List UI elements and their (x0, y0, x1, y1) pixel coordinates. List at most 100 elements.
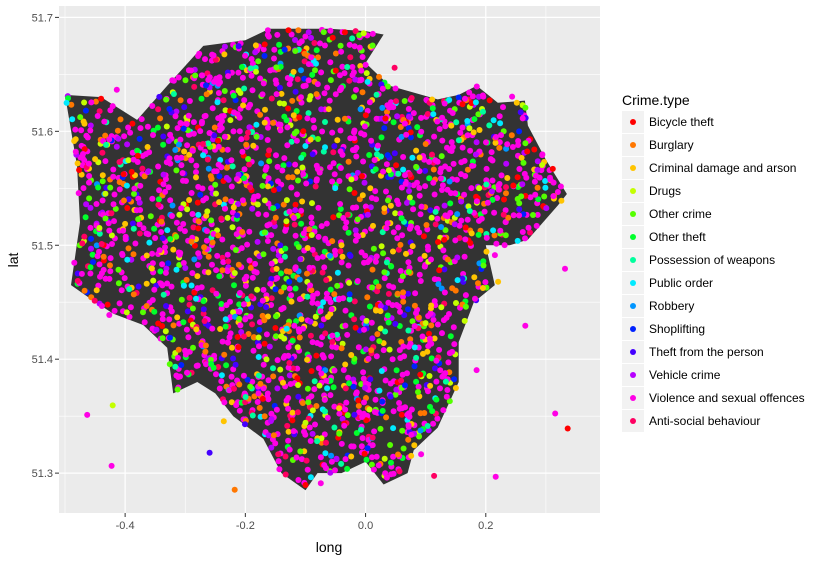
crime-point (209, 105, 216, 112)
crime-point (459, 124, 466, 131)
crime-point (337, 148, 344, 155)
crime-point (351, 316, 358, 323)
crime-point (394, 290, 401, 297)
crime-point (524, 148, 531, 155)
crime-point (227, 117, 234, 124)
crime-point (379, 407, 386, 414)
crime-point (222, 196, 229, 203)
crime-point (257, 380, 264, 387)
crime-point (480, 258, 487, 265)
crime-point (80, 118, 87, 125)
crime-point (363, 456, 370, 463)
crime-point (309, 200, 315, 207)
crime-point (248, 72, 255, 79)
crime-point (342, 385, 349, 392)
crime-point (247, 264, 254, 271)
crime-point (527, 229, 533, 236)
crime-point (466, 208, 473, 214)
crime-point (87, 264, 94, 271)
crime-point (428, 302, 435, 309)
crime-point (205, 269, 212, 276)
crime-point (255, 211, 262, 217)
y-axis-ticks: 51.351.451.551.651.7 (32, 12, 59, 480)
crime-point (330, 160, 337, 167)
legend-key-dot (630, 234, 636, 240)
crime-point (263, 211, 270, 218)
crime-point (176, 141, 182, 148)
crime-point (173, 266, 180, 273)
crime-point (261, 41, 268, 48)
crime-point (383, 414, 390, 421)
crime-point (264, 137, 271, 143)
crime-point (418, 203, 425, 210)
crime-point (372, 396, 379, 403)
crime-point (157, 115, 164, 122)
crime-point (424, 423, 431, 429)
crime-point (345, 374, 352, 381)
crime-point (292, 37, 298, 43)
crime-point (198, 95, 205, 102)
crime-point (227, 330, 234, 337)
crime-point (273, 265, 280, 272)
legend-key-dot (630, 188, 636, 194)
crime-point (286, 268, 293, 275)
crime-point (483, 234, 490, 241)
crime-point (155, 163, 162, 170)
crime-point (336, 430, 343, 437)
crime-point (156, 187, 163, 194)
crime-point (405, 268, 412, 275)
crime-point (82, 107, 89, 114)
crime-point (496, 144, 503, 151)
crime-point (314, 300, 321, 307)
crime-point (349, 35, 356, 42)
crime-point (299, 400, 306, 406)
crime-point (417, 410, 424, 417)
crime-point (172, 363, 179, 370)
crime-point (351, 411, 358, 418)
crime-point (189, 270, 196, 277)
crime-point (235, 87, 242, 94)
crime-point (130, 251, 137, 258)
crime-point (309, 407, 316, 414)
crime-point (356, 44, 363, 51)
crime-point (228, 373, 235, 380)
crime-point (93, 242, 100, 249)
crime-point (316, 382, 323, 389)
crime-point (305, 399, 312, 406)
crime-point (172, 113, 179, 120)
crime-point (263, 304, 270, 311)
crime-point (346, 380, 353, 387)
crime-point (291, 130, 298, 137)
crime-point (434, 215, 441, 222)
crime-point (115, 266, 122, 273)
crime-point (184, 206, 191, 213)
crime-point (436, 346, 443, 353)
y-tick-label: 51.3 (32, 468, 53, 480)
crime-point (455, 94, 462, 101)
crime-point (411, 323, 418, 329)
crime-point (194, 262, 201, 268)
crime-point (102, 190, 109, 197)
crime-point (531, 178, 538, 185)
crime-point (467, 147, 474, 154)
crime-point (364, 211, 371, 218)
crime-point (344, 211, 351, 218)
crime-point (320, 354, 327, 361)
crime-point (397, 124, 404, 130)
crime-point (255, 58, 262, 65)
crime-point (530, 212, 536, 218)
crime-point (116, 186, 123, 193)
crime-point (193, 326, 200, 333)
crime-point (448, 190, 454, 197)
crime-point (98, 270, 105, 277)
crime-point (542, 184, 549, 191)
crime-point (286, 360, 293, 366)
crime-point (367, 204, 374, 211)
crime-point (347, 54, 354, 61)
crime-point (558, 197, 565, 204)
crime-point (295, 393, 302, 400)
crime-point (113, 143, 120, 150)
crime-point (426, 175, 433, 182)
crime-point (323, 277, 330, 283)
crime-point (99, 197, 106, 204)
